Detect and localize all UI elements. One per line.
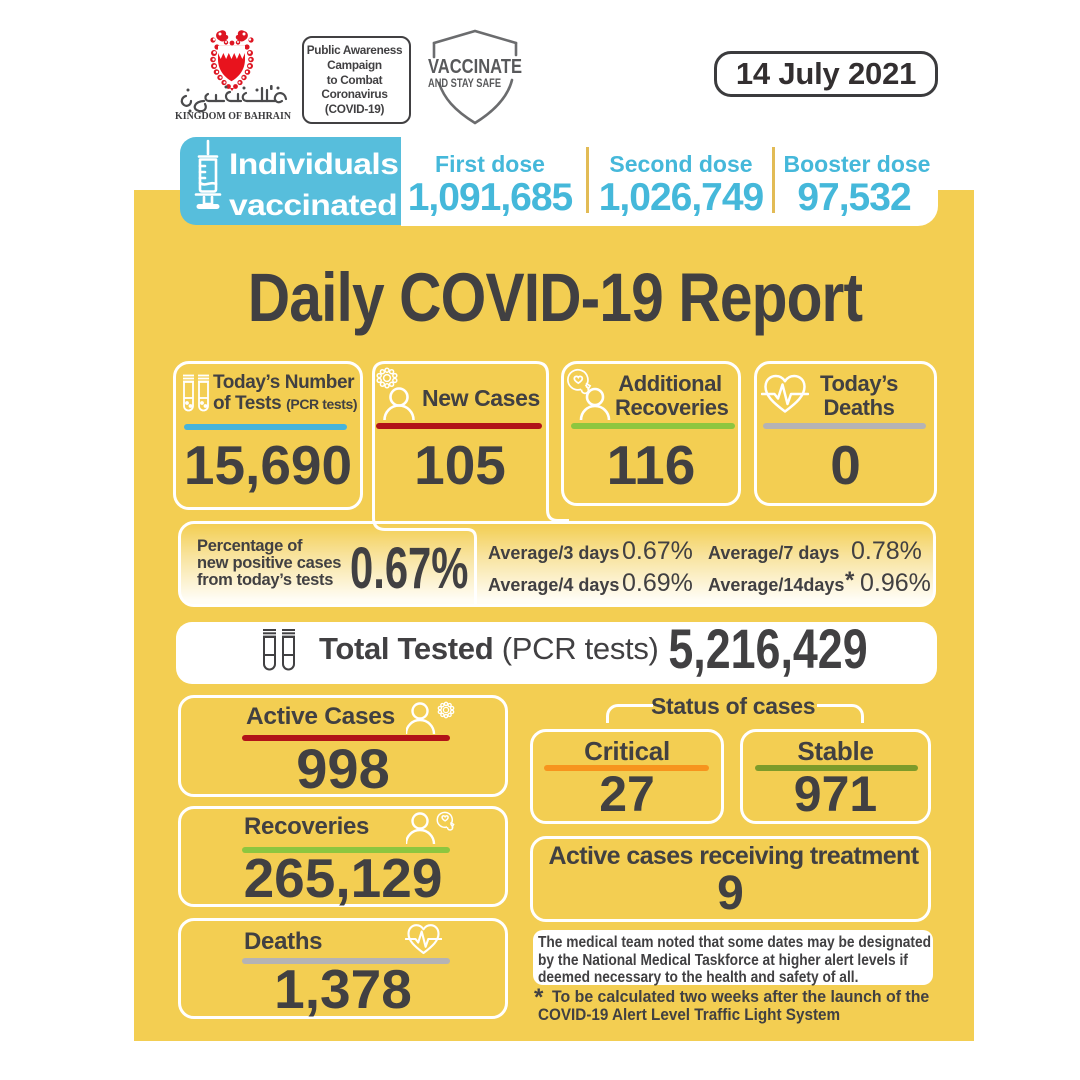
svg-text:AND STAY SAFE: AND STAY SAFE [428,78,501,90]
svg-text:VACCINATE: VACCINATE [428,56,522,78]
svg-text:KINGDOM OF BAHRAIN: KINGDOM OF BAHRAIN [175,110,291,122]
